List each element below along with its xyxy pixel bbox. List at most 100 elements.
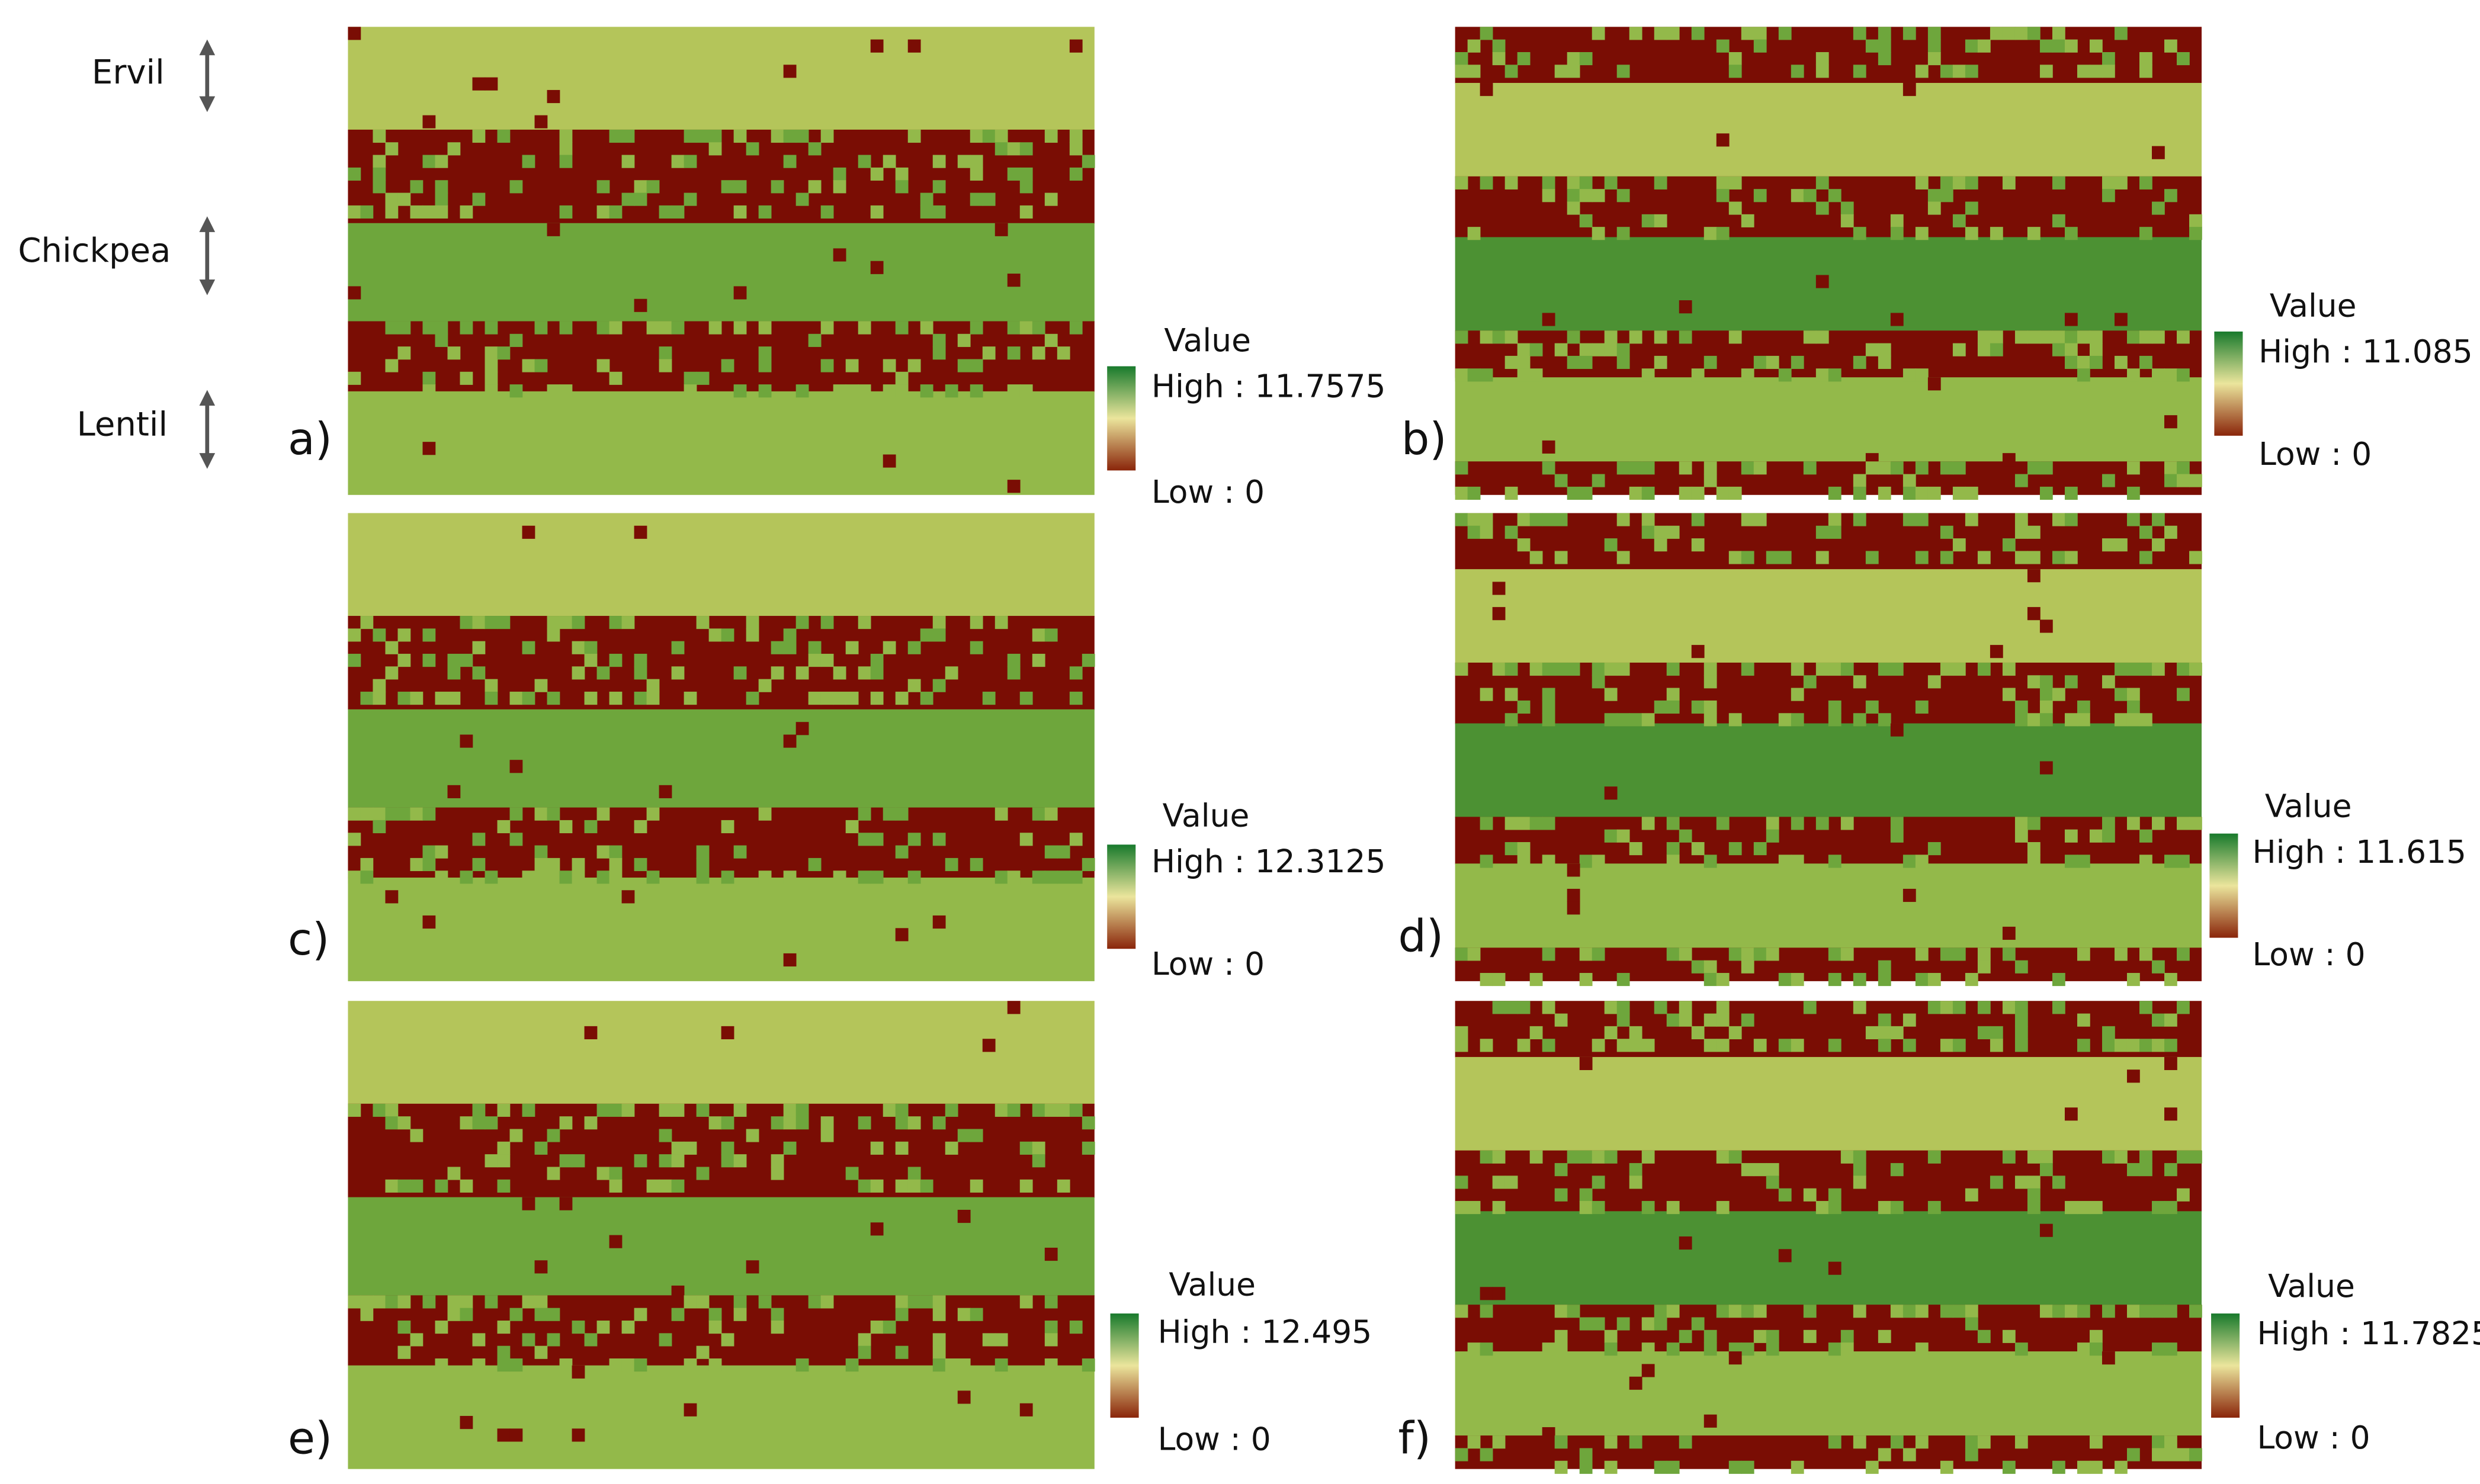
raster-cell — [1791, 713, 1804, 727]
raster-cell — [1629, 1376, 1642, 1390]
raster-cell — [970, 321, 983, 335]
raster-cell — [360, 616, 374, 629]
raster-cell — [1579, 214, 1593, 227]
raster-cell — [1044, 807, 1058, 821]
raster-cell — [547, 1333, 560, 1347]
raster-cell — [2039, 688, 2053, 701]
raster-cell — [621, 155, 635, 168]
raster-cell — [870, 1222, 884, 1236]
raster-cell — [2177, 688, 2190, 701]
raster-cell — [907, 871, 921, 884]
raster-cell — [1728, 1351, 1742, 1365]
raster-cell — [1716, 1305, 1730, 1318]
raster-cell — [994, 807, 1008, 821]
raster-cell — [1840, 1329, 1854, 1343]
raster-cell — [708, 129, 722, 143]
raster-cell — [1940, 461, 1953, 475]
raster-cell — [547, 628, 560, 642]
panel-label: a) — [288, 413, 332, 465]
raster-cell — [522, 1197, 535, 1210]
raster-cell — [2102, 189, 2115, 203]
raster-cell — [1977, 662, 1991, 676]
raster-cell — [1032, 628, 1045, 642]
raster-cell — [1691, 368, 1705, 382]
raster-cell — [659, 1103, 672, 1117]
raster-cell — [559, 384, 573, 398]
raster-cell — [509, 333, 523, 347]
crop-label: Lentil — [77, 405, 168, 444]
raster-cell — [534, 1260, 548, 1274]
raster-cell — [1517, 343, 1531, 356]
raster-cell — [497, 1103, 511, 1117]
raster-cell — [460, 1416, 473, 1430]
raster-cell — [1044, 845, 1058, 859]
legend-low: Low : 0 — [1158, 1421, 1271, 1458]
raster-cell — [634, 298, 647, 312]
raster-cell — [572, 857, 585, 872]
raster-cell — [2189, 474, 2202, 487]
raster-cell — [746, 628, 759, 642]
raster-cell — [1604, 343, 1618, 356]
raster-cell — [920, 205, 933, 219]
raster-cell — [2152, 817, 2165, 830]
raster-cell — [2152, 201, 2165, 215]
raster-cell — [1927, 1001, 1941, 1014]
raster-cell — [385, 1103, 399, 1117]
raster-cell — [945, 1103, 958, 1117]
raster-cell — [1517, 855, 1531, 868]
raster-band — [1455, 377, 2202, 462]
raster-cell — [1044, 1295, 1058, 1309]
raster-cell — [1703, 1329, 1717, 1343]
raster-cell — [1778, 1188, 1792, 1202]
raster-cell — [671, 155, 685, 168]
raster-cell — [447, 1308, 461, 1321]
raster-cell — [2139, 947, 2152, 961]
raster-cell — [1679, 330, 1692, 344]
raster-cell — [1753, 513, 1767, 526]
raster-cell — [2114, 313, 2128, 326]
raster-cell — [1654, 355, 1667, 370]
raster-cell — [1828, 1188, 1841, 1202]
raster-cell — [1529, 662, 1543, 676]
raster-cell — [1019, 1403, 1033, 1416]
raster-cell — [460, 734, 473, 748]
raster-cell — [360, 692, 374, 705]
raster-cell — [2164, 1342, 2177, 1356]
raster-cell — [621, 1103, 635, 1117]
raster-cell — [534, 321, 548, 335]
raster-cell — [1567, 355, 1580, 370]
raster-cell — [2164, 1039, 2177, 1052]
raster-cell — [609, 1235, 623, 1248]
raster-cell — [472, 1103, 486, 1117]
raster-cell — [2039, 713, 2053, 727]
raster-cell — [1791, 662, 1804, 676]
raster-cell — [932, 679, 946, 692]
raster-cell — [2014, 1039, 2028, 1052]
raster-cell — [1865, 39, 1879, 53]
raster-cell — [758, 205, 772, 219]
raster-cell — [982, 192, 996, 206]
raster-cell — [2064, 855, 2078, 868]
raster-cell — [1965, 486, 1978, 500]
raster-cell — [1741, 662, 1754, 676]
raster-cell — [957, 155, 971, 168]
raster-cell — [721, 871, 734, 884]
raster-cell — [932, 1308, 946, 1321]
raster-cell — [1766, 817, 1779, 830]
raster-cell — [2164, 189, 2177, 203]
raster-band — [1455, 83, 2202, 178]
raster-cell — [2077, 855, 2090, 868]
raster-cell — [2177, 1188, 2190, 1202]
raster-cell — [584, 820, 598, 834]
raster-cell — [684, 692, 697, 705]
raster-cell — [1542, 947, 1555, 961]
legend-high: High : 11.7575 — [1151, 367, 1386, 404]
raster-cell — [2189, 662, 2202, 676]
raster-cell — [2039, 65, 2053, 78]
raster-cell — [907, 39, 921, 53]
raster-cell — [2177, 461, 2190, 475]
raster-cell — [634, 654, 647, 667]
raster-cell — [1504, 842, 1518, 856]
raster-cell — [1666, 1013, 1680, 1027]
raster-cell — [2064, 551, 2078, 564]
